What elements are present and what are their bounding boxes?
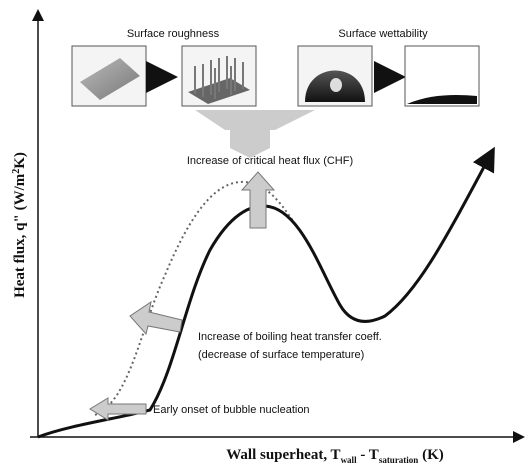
htc-arrow — [129, 300, 183, 336]
y-label-sup: 2 — [11, 169, 22, 174]
x-label-part: Wall superheat, T — [226, 447, 340, 463]
annotation: Increase of critical heat flux (CHF) — [187, 155, 353, 167]
x-label-sub: saturation — [379, 455, 419, 465]
chf-arrow — [240, 171, 276, 229]
y-axis-label: Heat flux, q" (W/m2K) — [11, 152, 28, 298]
image-label: Surface roughness — [127, 28, 220, 40]
droplet-highlight — [330, 78, 342, 92]
x-label-part: (K) — [418, 447, 443, 463]
film — [407, 94, 477, 104]
funnel-arrow — [195, 110, 315, 158]
pillars — [194, 56, 244, 99]
enhanced-curve — [94, 180, 311, 416]
x-label-part: - T — [357, 447, 379, 463]
x-label-sub: wall — [341, 455, 358, 465]
annotation: Early onset of bubble nucleation — [153, 404, 310, 416]
x-axis-label: Wall superheat, Twall - Tsaturation (K) — [226, 447, 444, 465]
annotation: (decrease of surface temperature) — [198, 349, 364, 361]
y-label-part: K) — [12, 152, 28, 169]
rough-surface — [80, 58, 140, 100]
image-label: Surface wettability — [338, 28, 428, 40]
onset-arrow — [89, 397, 147, 421]
annotation: Increase of boiling heat transfer coeff. — [198, 331, 382, 343]
y-label-part: Heat flux, q" (W/m — [12, 173, 28, 298]
